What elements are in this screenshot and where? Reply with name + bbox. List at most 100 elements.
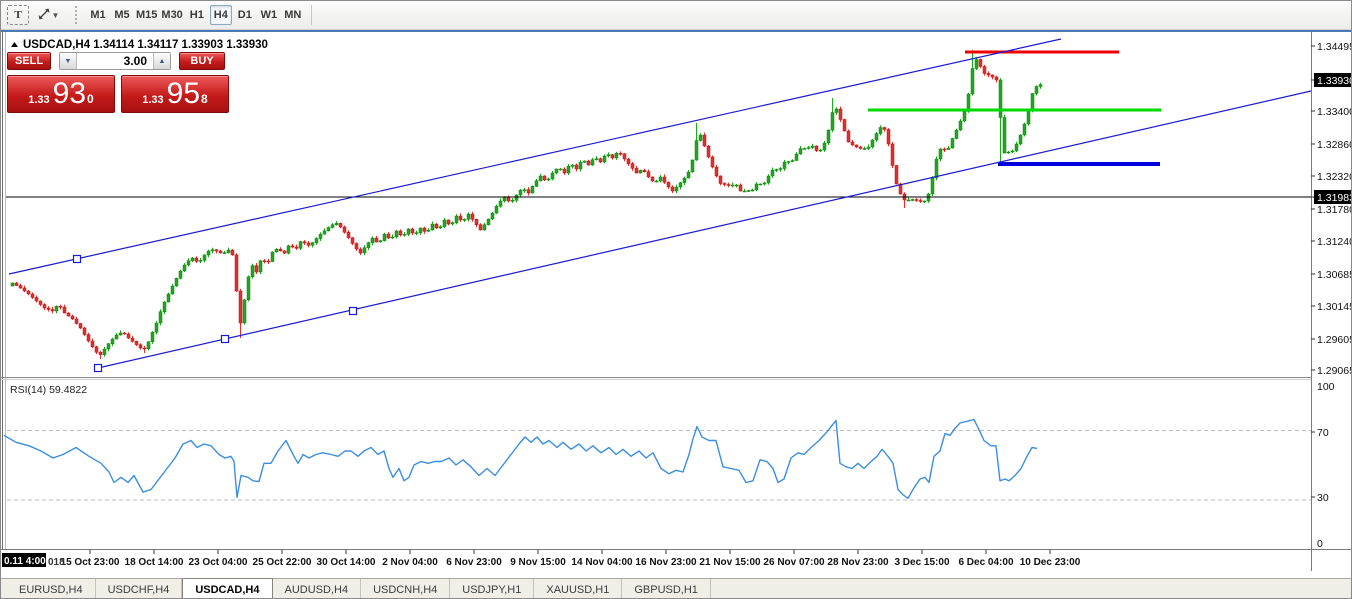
candle-body	[446, 219, 451, 225]
candle-body	[366, 242, 371, 248]
volume-increase-button[interactable]: ▲	[153, 53, 170, 69]
time-axis-label: 25 Oct 22:00	[253, 557, 312, 568]
candle-body	[670, 186, 675, 192]
candle-body	[310, 242, 315, 246]
text-tool-button[interactable]: T	[7, 5, 29, 25]
candle-body	[482, 224, 487, 231]
time-axis-label: 21 Nov 15:00	[699, 557, 761, 568]
candle-body	[10, 282, 15, 287]
candle-body	[106, 343, 111, 350]
rsi-axis-label: 70	[1317, 427, 1329, 439]
symbol-tab-usdchf[interactable]: USDCHF,H4	[96, 579, 183, 598]
time-axis-first-label: 0.11 4:00	[4, 556, 46, 567]
time-axis-first-label-rest: 018	[48, 557, 65, 568]
channel-lower-line[interactable]	[97, 90, 1312, 369]
candle-body	[478, 224, 483, 231]
candle-body	[26, 290, 31, 295]
candle-body	[946, 147, 951, 150]
candle-body	[142, 347, 147, 350]
candle-body	[474, 219, 479, 225]
price-axis-label: 1.30145	[1317, 301, 1352, 313]
candle-body	[934, 158, 939, 179]
channel-upper-line[interactable]	[8, 38, 1062, 275]
buy-price-box[interactable]: 1.33 95 8	[121, 75, 229, 113]
channel-handle[interactable]	[72, 254, 82, 264]
candle-body	[146, 341, 151, 350]
candle-body	[334, 223, 339, 225]
candle-body	[506, 196, 511, 202]
sell-price-box[interactable]: 1.33 93 0	[7, 75, 115, 113]
candle-body	[206, 250, 211, 256]
candle-body	[438, 226, 443, 229]
symbol-tab-gbpusd[interactable]: GBPUSD,H1	[622, 579, 711, 598]
symbol-tab-audusd[interactable]: AUDUSD,H4	[273, 579, 362, 598]
symbol-tab-usdcad[interactable]: USDCAD,H4	[182, 578, 273, 598]
candle-body	[442, 219, 447, 227]
buy-button[interactable]: BUY	[179, 52, 225, 70]
timeframe-button-h4[interactable]: H4	[209, 5, 232, 25]
candle-body	[358, 248, 363, 254]
symbol-tab-xauusd[interactable]: XAUUSD,H1	[534, 579, 623, 598]
price-axis-label: 1.31983	[1317, 192, 1352, 204]
chart-canvas[interactable]: 1.344951.339301.334001.328601.323201.319…	[1, 30, 1352, 578]
candle-body	[698, 134, 703, 141]
timeframe-button-d1[interactable]: D1	[237, 9, 252, 21]
arrows-tool-button[interactable]: ▼	[33, 5, 63, 25]
candle-body	[22, 287, 27, 292]
symbol-tab-bar: EURUSD,H4 USDCHF,H4 USDCAD,H4 AUDUSD,H4 USDC…	[1, 578, 1351, 598]
volume-input[interactable]	[77, 53, 153, 69]
candle-body	[1006, 151, 1011, 154]
candle-body	[202, 254, 207, 261]
time-axis-label: 18 Oct 14:00	[125, 557, 184, 568]
toolbar-grip[interactable]	[75, 6, 78, 24]
sell-price-big: 93	[52, 77, 87, 110]
symbol-tab-usdjpy[interactable]: USDJPY,H1	[450, 579, 535, 598]
channel-handle[interactable]	[220, 334, 230, 344]
candle-body	[346, 232, 351, 238]
sell-button[interactable]: SELL	[7, 52, 51, 70]
timeframe-button-w1[interactable]: W1	[260, 9, 278, 21]
candle-body	[294, 246, 299, 249]
time-axis-label: 28 Nov 23:00	[827, 557, 889, 568]
candle-body	[658, 176, 663, 182]
rsi-line	[3, 418, 1038, 499]
channel-handle[interactable]	[93, 363, 103, 373]
timeframe-button-mn[interactable]: MN	[284, 9, 302, 21]
volume-decrease-button[interactable]: ▼	[60, 53, 77, 69]
time-axis-label: 3 Dec 15:00	[894, 557, 949, 568]
rsi-axis-label: 30	[1317, 492, 1329, 504]
candle-body	[182, 264, 187, 272]
candle-body	[778, 168, 783, 170]
candle-body	[802, 148, 807, 150]
candle-body	[610, 154, 615, 159]
candle-body	[990, 74, 995, 78]
candle-body	[198, 260, 203, 262]
candle-body	[866, 146, 871, 149]
candle-body	[882, 127, 887, 130]
candle-body	[378, 240, 383, 243]
candle-body	[170, 285, 175, 295]
timeframe-button-h1[interactable]: H1	[189, 9, 204, 21]
symbol-tab-usdcnh[interactable]: USDCNH,H4	[361, 579, 451, 598]
timeframe-button-m15[interactable]: M15	[136, 9, 158, 21]
candle-body	[530, 186, 535, 194]
price-axis-label: 1.34495	[1317, 41, 1352, 53]
candle-body	[426, 229, 431, 232]
channel-handle[interactable]	[348, 306, 358, 316]
candle-body	[230, 249, 235, 256]
timeframe-button-m1[interactable]: M1	[90, 9, 106, 21]
price-label-highlight	[1314, 73, 1351, 87]
timeframe-button-m5[interactable]: M5	[114, 9, 130, 21]
timeframe-button-m30[interactable]: M30	[161, 9, 183, 21]
candle-body	[594, 158, 599, 160]
candle-body	[662, 176, 667, 183]
candle-body	[654, 180, 659, 183]
symbol-tab-eurusd[interactable]: EURUSD,H4	[7, 579, 96, 598]
candle-body	[290, 245, 295, 248]
candle-body	[38, 300, 43, 305]
candle-body	[262, 260, 267, 263]
candle-body	[374, 237, 379, 243]
candle-body	[678, 182, 683, 188]
candle-body	[498, 200, 503, 207]
buy-price-prefix: 1.33	[142, 94, 164, 106]
